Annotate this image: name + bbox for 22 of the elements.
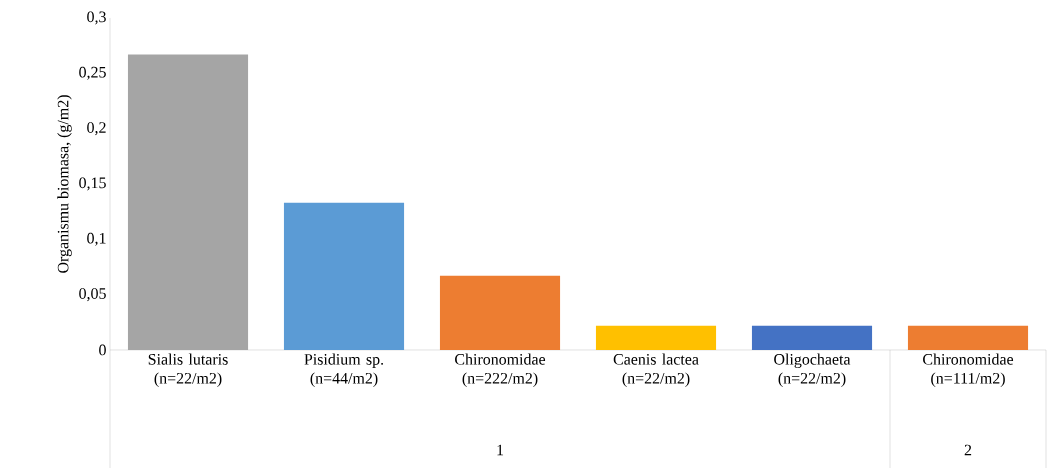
bar [283, 202, 405, 350]
bar [439, 275, 561, 350]
y-tick-label: 0,05 [79, 288, 106, 302]
text: 1 [497, 444, 504, 456]
x-tick-label: Sialis lutaris (n=22/m2) [148, 353, 228, 387]
x-tick-label: Oligochaeta (n=22/m2) [774, 353, 851, 387]
y-tick-label: 0,25 [79, 66, 106, 80]
x-tick-label: Pisidium sp. (n=44/m2) [304, 353, 384, 387]
y-tick-label: 0,3 [87, 11, 106, 25]
y-tick-label: 0,2 [87, 122, 106, 136]
y-tick-label: 0,1 [87, 232, 106, 246]
x-tick-label: Caenis lactea (n=22/m2) [613, 353, 699, 387]
x-tick-label: Chironomidae (n=111/m2) [923, 353, 1014, 387]
y-tick-label: 0,15 [79, 177, 106, 191]
bar [751, 325, 873, 350]
text: 2 [964, 444, 972, 456]
bar [127, 54, 249, 350]
y-tick-label: 0 [99, 344, 106, 356]
bar [907, 325, 1029, 350]
bar [595, 325, 717, 350]
x-tick-label: Chironomidae (n=222/m2) [455, 353, 546, 387]
y-axis-title: Organismu biomasa, (g/m2) [57, 95, 72, 273]
